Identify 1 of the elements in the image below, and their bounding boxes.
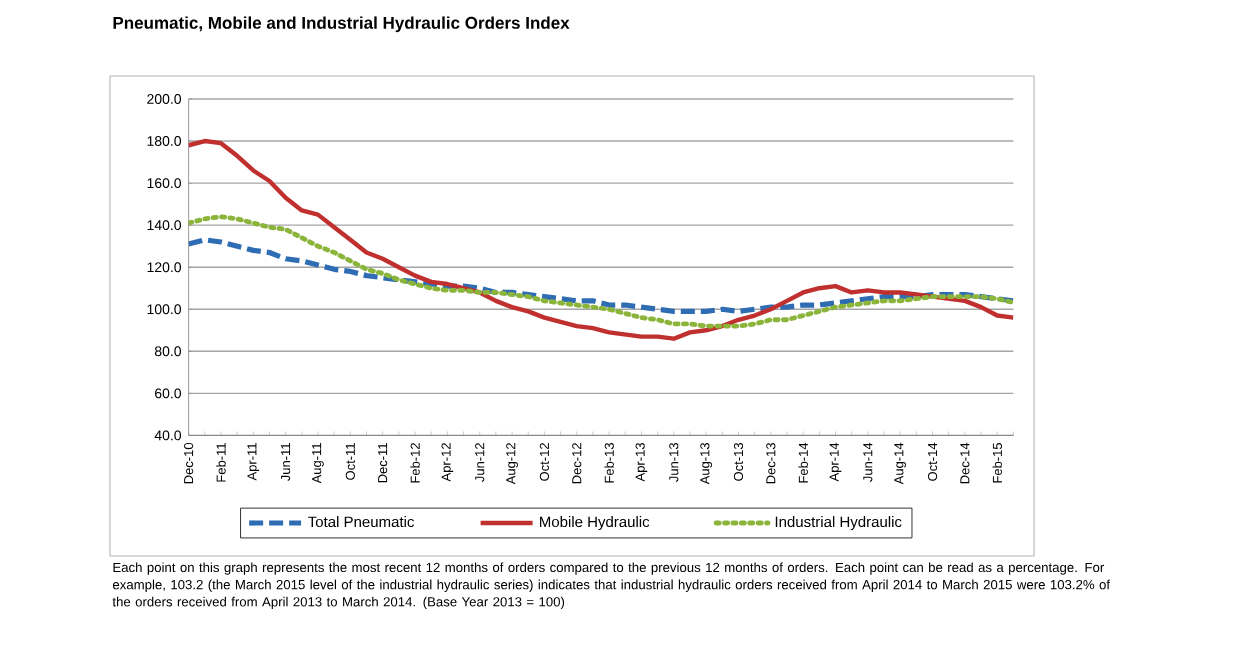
- chart-title: Pneumatic, Mobile and Industrial Hydraulic Orders Index: [113, 16, 570, 33]
